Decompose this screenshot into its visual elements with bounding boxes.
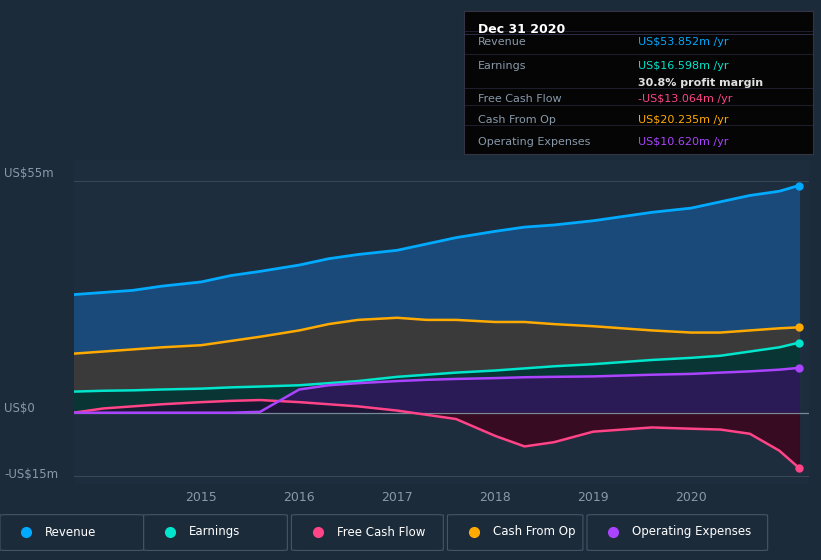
Text: Revenue: Revenue (478, 37, 526, 47)
Text: 30.8% profit margin: 30.8% profit margin (639, 78, 764, 88)
Text: Operating Expenses: Operating Expenses (632, 525, 751, 539)
Text: US$53.852m /yr: US$53.852m /yr (639, 37, 729, 47)
Text: US$10.620m /yr: US$10.620m /yr (639, 137, 729, 147)
FancyBboxPatch shape (587, 515, 768, 550)
Text: US$20.235m /yr: US$20.235m /yr (639, 115, 729, 125)
Text: Free Cash Flow: Free Cash Flow (337, 525, 425, 539)
Text: Earnings: Earnings (189, 525, 241, 539)
FancyBboxPatch shape (0, 515, 144, 550)
Text: -US$15m: -US$15m (4, 468, 58, 481)
Text: US$55m: US$55m (4, 167, 53, 180)
Text: Cash From Op: Cash From Op (493, 525, 575, 539)
Text: US$16.598m /yr: US$16.598m /yr (639, 61, 729, 71)
Text: Free Cash Flow: Free Cash Flow (478, 94, 562, 104)
Text: -US$13.064m /yr: -US$13.064m /yr (639, 94, 732, 104)
Text: Revenue: Revenue (45, 525, 97, 539)
Text: Dec 31 2020: Dec 31 2020 (478, 22, 565, 36)
Text: Earnings: Earnings (478, 61, 526, 71)
Text: Operating Expenses: Operating Expenses (478, 137, 590, 147)
FancyBboxPatch shape (291, 515, 443, 550)
Text: Cash From Op: Cash From Op (478, 115, 556, 125)
Text: US$0: US$0 (4, 402, 34, 416)
FancyBboxPatch shape (447, 515, 583, 550)
FancyBboxPatch shape (144, 515, 287, 550)
